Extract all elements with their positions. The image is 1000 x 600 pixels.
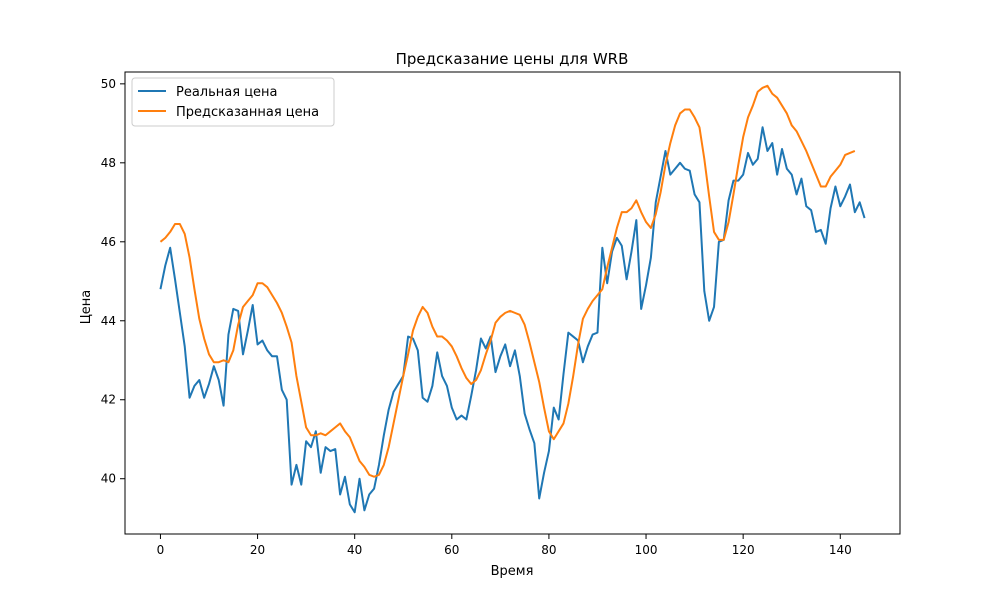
legend-label-predicted-price: Предсказанная цена bbox=[176, 105, 319, 120]
x-tick-label: 20 bbox=[250, 543, 265, 557]
x-tick-label: 140 bbox=[829, 543, 852, 557]
legend: Реальная цена Предсказанная цена bbox=[131, 77, 335, 127]
y-tick-label: 44 bbox=[101, 314, 116, 328]
x-tick-label: 120 bbox=[732, 543, 755, 557]
x-tick-label: 40 bbox=[347, 543, 362, 557]
x-axis-ticks: 0 20 40 60 80 100 120 140 bbox=[157, 534, 852, 557]
y-tick-label: 42 bbox=[101, 393, 116, 407]
axes-frame bbox=[124, 71, 901, 535]
x-tick-label: 0 bbox=[157, 543, 165, 557]
y-tick-label: 50 bbox=[101, 77, 116, 91]
y-tick-label: 48 bbox=[101, 156, 116, 170]
series-line-1 bbox=[159, 84, 856, 478]
series-line-0 bbox=[159, 126, 866, 514]
chart-title: Предсказание цены для WRB bbox=[396, 50, 629, 68]
y-tick-label: 46 bbox=[101, 235, 116, 249]
x-tick-label: 80 bbox=[541, 543, 556, 557]
legend-label-real-price: Реальная цена bbox=[176, 85, 278, 100]
y-axis-label: Цена bbox=[79, 290, 94, 325]
x-axis-label: Время bbox=[491, 564, 534, 579]
y-tick-label: 40 bbox=[101, 472, 116, 486]
plot-area bbox=[124, 71, 901, 535]
x-tick-label: 60 bbox=[444, 543, 459, 557]
y-axis-ticks: 40 42 44 46 48 50 bbox=[101, 77, 125, 486]
x-tick-label: 100 bbox=[635, 543, 658, 557]
series-layer bbox=[159, 84, 866, 514]
legend-box bbox=[131, 77, 335, 127]
